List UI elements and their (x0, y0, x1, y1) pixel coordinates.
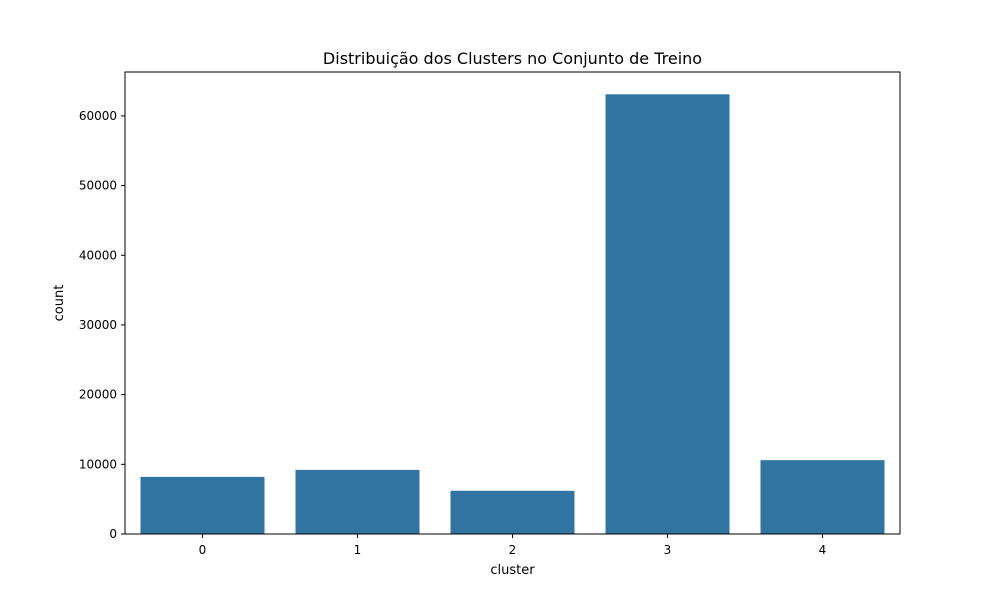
plot-frame (124, 71, 901, 535)
bar-cluster-1 (295, 469, 420, 534)
bars-group (140, 94, 885, 534)
bar-cluster-0 (140, 476, 265, 534)
bar-cluster-4 (760, 460, 885, 534)
y-tick-label: 30000 (79, 318, 117, 332)
y-tick-label: 50000 (79, 179, 117, 193)
y-tick-label: 40000 (79, 248, 117, 262)
x-tick-label: 0 (199, 543, 207, 557)
bar-cluster-3 (605, 94, 730, 534)
y-tick-label: 60000 (79, 109, 117, 123)
x-axis-label: cluster (490, 563, 535, 578)
bar-cluster-2 (450, 490, 575, 534)
y-axis-label: count (52, 285, 67, 322)
x-tick-label: 1 (354, 543, 362, 557)
x-axis-ticks: 0 1 2 3 4 (199, 534, 827, 557)
y-tick-label: 10000 (79, 457, 117, 471)
x-tick-label: 2 (509, 543, 517, 557)
x-tick-label: 3 (664, 543, 672, 557)
y-tick-label: 0 (109, 527, 117, 541)
x-tick-label: 4 (819, 543, 827, 557)
y-axis-ticks: 0 10000 20000 30000 40000 50000 60000 (79, 109, 125, 541)
chart-title: Distribuição dos Clusters no Conjunto de… (323, 49, 702, 68)
y-tick-label: 20000 (79, 388, 117, 402)
